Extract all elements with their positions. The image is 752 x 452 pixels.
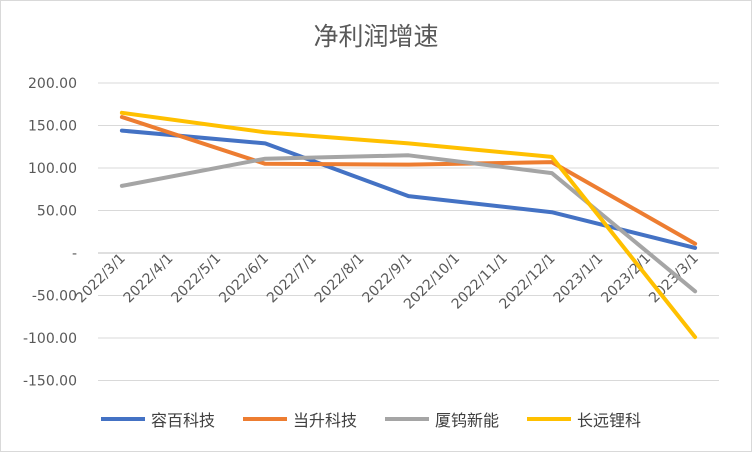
- legend-swatch: [527, 417, 572, 421]
- chart-title: 净利润增速: [313, 22, 439, 51]
- legend-label: 容百科技: [151, 411, 216, 430]
- legend-item: 容百科技: [101, 407, 215, 431]
- x-tick-label: 2022/8/1: [312, 251, 368, 307]
- legend-label: 长远锂科: [577, 411, 642, 430]
- x-tick-label: 2023/2/1: [598, 251, 654, 307]
- y-tick-label: -50.00: [32, 289, 77, 305]
- series-line: [119, 115, 698, 246]
- y-tick-label: -150.00: [23, 374, 77, 390]
- y-tick-label: 200.00: [28, 76, 77, 92]
- legend-item: 厦钨新能: [385, 407, 499, 431]
- y-tick-label: 150.00: [28, 119, 77, 135]
- series-line: [119, 110, 698, 340]
- legend-label: 厦钨新能: [435, 411, 500, 430]
- x-tick-label: 2022/5/1: [168, 251, 224, 307]
- legend: 容百科技 当升科技 厦钨新能 长远锂科: [101, 405, 721, 433]
- legend-swatch: [243, 417, 288, 421]
- x-tick-label: 2022/4/1: [121, 251, 177, 307]
- y-tick-label: -100.00: [23, 331, 77, 347]
- y-tick-label: 50.00: [37, 204, 77, 220]
- series-line: [119, 153, 698, 294]
- y-tick-label: -: [72, 246, 77, 262]
- x-tick-label: 2022/6/1: [216, 251, 272, 307]
- x-tick-label: 2023/1/1: [551, 251, 607, 307]
- y-tick-label: 100.00: [28, 161, 77, 177]
- legend-item: 长远锂科: [527, 407, 641, 431]
- legend-swatch: [385, 417, 430, 421]
- legend-label: 当升科技: [293, 411, 358, 430]
- x-tick-label: 2022/3/1: [73, 251, 129, 307]
- legend-item: 当升科技: [243, 407, 357, 431]
- legend-swatch: [101, 417, 145, 421]
- series-line: [119, 128, 698, 250]
- x-tick-label: 2022/7/1: [264, 251, 320, 307]
